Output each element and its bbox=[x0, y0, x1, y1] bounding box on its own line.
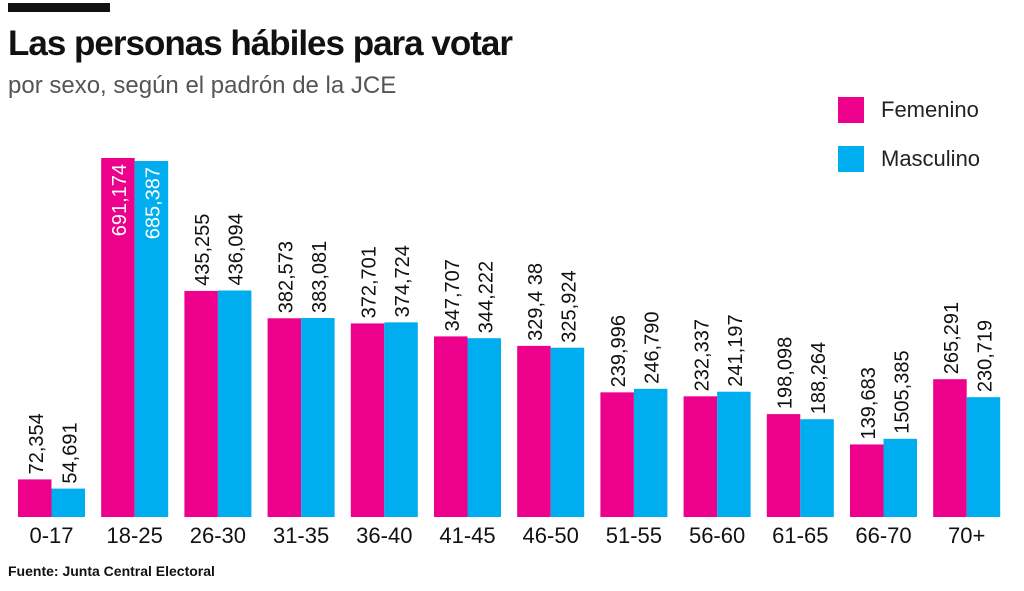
data-label: 246,790 bbox=[642, 312, 664, 384]
data-label: 239,996 bbox=[608, 315, 630, 387]
data-label: 344,222 bbox=[475, 261, 497, 333]
bar-masculino-61-65 bbox=[800, 419, 834, 517]
legend-label: Masculino bbox=[881, 146, 981, 171]
bar-masculino-70+ bbox=[966, 397, 1001, 517]
category-label: 18-25 bbox=[107, 523, 163, 548]
data-label: 374,724 bbox=[392, 245, 414, 317]
bar-femenino-31-35 bbox=[267, 318, 302, 517]
category-label: 26-30 bbox=[190, 523, 246, 548]
data-label: 329,4 38 bbox=[525, 263, 547, 341]
bar-femenino-66-70 bbox=[850, 444, 884, 517]
category-label: 61-65 bbox=[772, 523, 828, 548]
category-label: 0-17 bbox=[29, 523, 73, 548]
bar-femenino-46-50 bbox=[517, 345, 551, 517]
category-label: 66-70 bbox=[855, 523, 911, 548]
data-label: 685,387 bbox=[142, 167, 164, 239]
data-label: 383,081 bbox=[309, 241, 331, 313]
bar-femenino-70+ bbox=[933, 379, 967, 517]
bar-femenino-41-45 bbox=[434, 336, 468, 517]
category-label: 46-50 bbox=[523, 523, 579, 548]
legend-masculino: Masculino bbox=[838, 146, 980, 172]
bar-masculino-41-45 bbox=[467, 338, 501, 517]
bar-masculino-26-30 bbox=[217, 290, 252, 517]
bar-femenino-0-17 bbox=[18, 479, 52, 517]
data-label: 435,255 bbox=[192, 214, 214, 286]
data-label: 241,197 bbox=[725, 314, 747, 386]
data-label: 265,291 bbox=[941, 302, 963, 374]
category-label: 56-60 bbox=[689, 523, 745, 548]
bar-femenino-51-55 bbox=[600, 392, 634, 517]
bar-masculino-0-17 bbox=[51, 488, 85, 517]
bar-masculino-51-55 bbox=[633, 388, 668, 517]
category-label: 31-35 bbox=[273, 523, 329, 548]
data-label: 1505,385 bbox=[891, 350, 913, 433]
data-label: 54,691 bbox=[59, 422, 81, 483]
category-label: 51-55 bbox=[606, 523, 662, 548]
data-label: 198,098 bbox=[775, 337, 797, 409]
bar-femenino-36-40 bbox=[350, 323, 385, 517]
data-label: 347,707 bbox=[442, 259, 464, 331]
data-label: 325,924 bbox=[558, 270, 580, 342]
decorative-bar bbox=[8, 3, 110, 12]
legend-label: Femenino bbox=[881, 97, 979, 122]
bar-masculino-66-70 bbox=[883, 438, 917, 517]
bar-femenino-56-60 bbox=[683, 396, 718, 517]
data-label: 230,719 bbox=[974, 320, 996, 392]
category-label: 41-45 bbox=[439, 523, 495, 548]
bar-masculino-56-60 bbox=[717, 391, 751, 517]
data-label: 372,701 bbox=[359, 246, 381, 318]
bar-femenino-61-65 bbox=[766, 414, 801, 517]
bar-femenino-18-25 bbox=[101, 158, 135, 517]
data-label: 232,337 bbox=[691, 319, 713, 391]
bar-masculino-46-50 bbox=[550, 347, 585, 517]
chart-subtitle: por sexo, según el padrón de la JCE bbox=[8, 72, 397, 99]
bar-femenino-26-30 bbox=[184, 290, 218, 517]
bar-masculino-31-35 bbox=[301, 318, 335, 517]
bar-masculino-36-40 bbox=[384, 322, 418, 517]
data-label: 139,683 bbox=[858, 367, 880, 439]
source-note: Fuente: Junta Central Electoral bbox=[8, 563, 215, 579]
data-label: 382,573 bbox=[275, 241, 297, 313]
data-label: 72,354 bbox=[26, 413, 48, 474]
data-label: 691,174 bbox=[109, 164, 131, 236]
legend-swatch bbox=[838, 146, 864, 172]
chart-title: Las personas hábiles para votar bbox=[8, 24, 513, 63]
legend-femenino: Femenino bbox=[838, 97, 979, 123]
data-label: 436,094 bbox=[226, 213, 248, 285]
bar-masculino-18-25 bbox=[134, 161, 169, 517]
category-label: 36-40 bbox=[356, 523, 412, 548]
data-label: 188,264 bbox=[808, 342, 830, 414]
legend-swatch bbox=[838, 97, 864, 123]
category-label: 70+ bbox=[948, 523, 985, 548]
